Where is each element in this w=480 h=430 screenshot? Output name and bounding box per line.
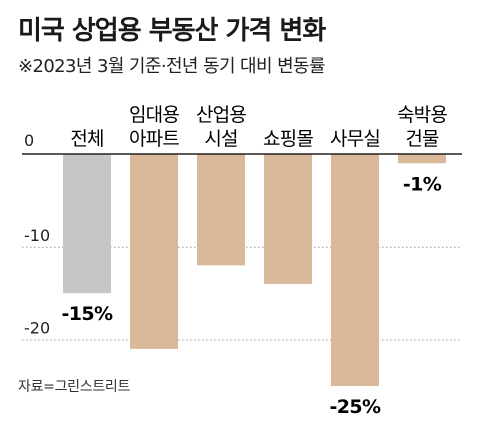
y-tick-label: -10 [24,226,50,245]
bar-1 [63,154,111,294]
bar-3 [197,154,245,266]
source-note: 자료=그린스트리트 [18,379,131,395]
value-label: -15% [62,303,114,325]
chart-subtitle: ※2023년 3월 기준·전년 동기 대비 변동률 [18,56,326,77]
bar-6 [398,154,446,164]
bar-4 [264,154,312,284]
y-tick-label: -20 [24,319,50,338]
value-label: -25% [330,396,382,418]
bar-5 [331,154,379,386]
chart-title: 미국 상업용 부동산 가격 변화 [18,16,326,46]
category-label: 전체 [70,128,103,150]
category-label: 쇼핑몰 [263,128,313,150]
y-tick-label: 0 [24,131,34,150]
bar-2 [130,154,178,349]
category-label: 사무실 [330,128,380,150]
value-label: -1% [403,173,442,195]
category-label: 산업용 시설 [196,104,246,150]
category-label: 숙박용 건물 [397,104,447,150]
category-label: 임대용 아파트 [129,104,179,150]
